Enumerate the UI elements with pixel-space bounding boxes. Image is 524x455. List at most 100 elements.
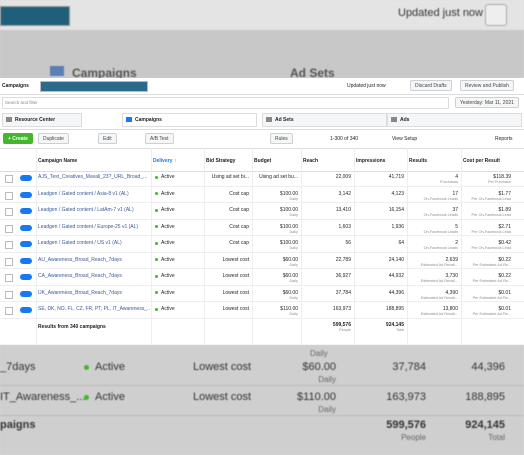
impressions: 24,140 — [388, 256, 404, 263]
campaign-name[interactable]: UK_Awareness_Broad_Reach_7days — [38, 289, 122, 296]
campaigns-tab: Campaigns — [72, 66, 137, 80]
checkbox[interactable] — [5, 224, 13, 233]
ads-manager: Campaigns Updated just now Discard Draft… — [0, 78, 524, 378]
zoom-footer-reach: 599,576 — [386, 419, 426, 431]
checkbox[interactable] — [5, 290, 13, 299]
column-header[interactable]: Delivery ↑ — [153, 158, 177, 164]
row — [0, 220, 524, 236]
tab[interactable] — [387, 113, 522, 127]
rules-button[interactable]: Rules — [270, 133, 293, 144]
toggle[interactable] — [20, 175, 32, 181]
cost-type: Per Estimated Ad Re... — [472, 262, 511, 267]
results-type: On-Facebook Leads — [423, 246, 458, 250]
results: 13,800 — [442, 306, 458, 312]
toggle[interactable] — [20, 257, 32, 264]
tab[interactable] — [262, 113, 387, 127]
zoom-cell: 188,895 — [465, 391, 505, 403]
results-type: On-Facebook Leads — [423, 213, 458, 217]
bid-strategy: Lowest cost — [222, 289, 249, 296]
discard-button[interactable]: Discard Drafts — [410, 80, 452, 91]
tab-label: Ad Sets — [275, 117, 294, 123]
status-dot — [155, 291, 158, 294]
zoom-dot — [84, 395, 89, 400]
duplicate-button[interactable]: Duplicate — [38, 133, 69, 144]
cost-per-result: $0.42 — [498, 240, 511, 246]
tab[interactable] — [122, 113, 257, 127]
campaign-select[interactable] — [40, 81, 148, 92]
campaign-name[interactable]: Leadgen / Gated content / US v1 (AL) — [38, 240, 122, 246]
search-box[interactable] — [2, 97, 449, 109]
create-button[interactable]: + Create — [3, 133, 33, 144]
campaign-name[interactable]: Leadgen / Gated content / Europe-25 v1 (… — [38, 223, 139, 230]
adsets-tab: Ad Sets — [290, 66, 335, 80]
tab-label: Resource Center — [15, 117, 56, 123]
row — [0, 286, 524, 302]
column-header[interactable]: Reach — [303, 158, 319, 164]
ab-test-button[interactable]: A/B Test — [145, 133, 174, 144]
zoom-cell: $60.00 — [302, 361, 336, 373]
cost-per-result: $1.77 — [498, 190, 511, 197]
date-picker[interactable]: Yesterday: Mar 11, 2021 — [455, 97, 519, 108]
toggle[interactable] — [20, 241, 32, 247]
checkbox[interactable] — [5, 307, 13, 315]
column-header[interactable]: Results — [409, 158, 428, 164]
toggle[interactable] — [20, 307, 32, 313]
checkbox[interactable] — [5, 175, 13, 183]
toggle[interactable] — [20, 290, 32, 297]
header-row — [0, 148, 524, 172]
results-type: On-Facebook Leads — [423, 229, 458, 234]
budget: $100.00 — [279, 240, 298, 246]
cost-per-result: $2.71 — [498, 223, 511, 230]
campaign-name[interactable]: CA_Awareness_Broad_Reach_7days — [38, 273, 122, 279]
column-header[interactable]: Budget — [254, 158, 272, 164]
campaign-name[interactable]: AJS_Test_Creatives_Mavali_23?_URL_Broad_… — [38, 174, 148, 180]
delivery: Active — [161, 256, 175, 263]
campaign-name[interactable]: Leadgen / Gated content / Asia-8 v1 (AL) — [38, 190, 129, 197]
budget-period: Daily — [289, 229, 298, 234]
toggle[interactable] — [20, 191, 32, 198]
checkbox[interactable] — [5, 274, 13, 282]
tab[interactable] — [2, 113, 82, 127]
campaign-name[interactable]: AU_Awareness_Broad_Reach_7days — [38, 256, 122, 263]
refresh-button[interactable] — [485, 4, 507, 26]
campaign-name[interactable]: Leadgen / Gated content / LatAm-7 v1 (AL… — [38, 207, 134, 213]
column-header[interactable]: Bid Strategy — [206, 158, 236, 164]
updated-text: Updated just now — [347, 83, 386, 89]
budget-period: Daily — [289, 295, 298, 300]
zoom-cell: Lowest cost — [193, 391, 252, 403]
cost-type: Per On-Facebook Lead — [471, 196, 511, 201]
edit-button[interactable]: Edit — [98, 133, 117, 144]
toggle[interactable] — [20, 274, 32, 280]
zoom-cell: Lowest cost — [193, 361, 252, 373]
cost-per-result: $0.01 — [498, 306, 511, 312]
reports-button[interactable]: Reports — [495, 136, 513, 142]
column-header[interactable]: Cost per Result — [463, 158, 500, 164]
cost-type: Per Estimated Ad Re... — [472, 312, 511, 316]
checkbox[interactable] — [5, 191, 13, 200]
checkbox[interactable] — [5, 208, 13, 216]
checkbox[interactable] — [5, 241, 13, 249]
campaign-name[interactable]: SE, DK, NO, FL, CZ, FR, PT, PL, IT_Aware… — [38, 306, 150, 312]
toggle[interactable] — [20, 224, 32, 231]
impressions: 64 — [398, 240, 404, 246]
delivery: Active — [161, 190, 175, 197]
tab-label: Ads — [400, 117, 410, 123]
budget: $60.00 — [282, 289, 298, 296]
cost-per-result: $0.01 — [498, 289, 511, 296]
blurred-table: Daily _7days Active Lowest cost $60.00 Daily 3… — [0, 345, 524, 455]
account-select[interactable] — [0, 6, 70, 26]
review-button[interactable]: Review and Publish — [460, 80, 514, 91]
toggle[interactable] — [20, 208, 32, 214]
cost-per-result: $0.22 — [498, 256, 511, 263]
status-dot — [155, 175, 158, 179]
zoom-cell: Active — [95, 361, 125, 373]
row — [0, 253, 524, 269]
impressions: 44,396 — [388, 289, 404, 296]
zoom-cell: 37,784 — [392, 361, 426, 373]
column-header[interactable]: Impressions — [356, 158, 386, 164]
column-header[interactable]: Campaign Name — [38, 158, 78, 164]
checkbox[interactable] — [5, 257, 13, 266]
view-setup[interactable]: View Setup — [392, 136, 418, 142]
footer-impressions-sub: Total — [395, 327, 404, 332]
results-type: Estimated Ad Recall... — [420, 279, 458, 283]
